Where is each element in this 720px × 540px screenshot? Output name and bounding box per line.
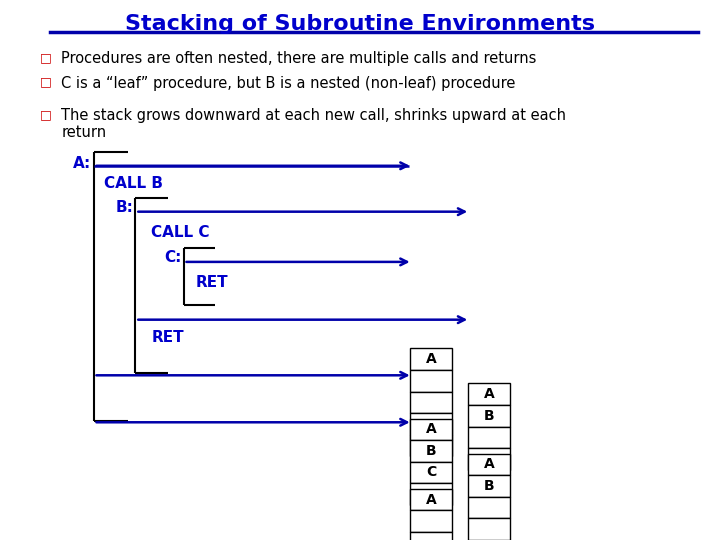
Text: A: A: [484, 457, 494, 471]
Text: B: B: [426, 444, 436, 458]
Text: B:: B:: [115, 200, 133, 215]
Text: C: C: [426, 465, 436, 480]
Bar: [468, 383, 510, 405]
Text: Procedures are often nested, there are multiple calls and returns: Procedures are often nested, there are m…: [61, 51, 536, 66]
Text: C:: C:: [164, 250, 181, 265]
Text: RET: RET: [196, 275, 228, 291]
Bar: [410, 532, 452, 540]
Text: A: A: [426, 492, 436, 507]
Bar: [468, 448, 510, 470]
Text: CALL B: CALL B: [104, 176, 163, 191]
Bar: [410, 418, 452, 440]
Text: A: A: [426, 352, 436, 366]
Text: C is a “leaf” procedure, but B is a nested (non-leaf) procedure: C is a “leaf” procedure, but B is a nest…: [61, 76, 516, 91]
Bar: [410, 462, 452, 483]
Bar: [410, 392, 452, 413]
Bar: [410, 489, 452, 510]
Text: A:: A:: [73, 156, 91, 171]
Bar: [410, 483, 452, 505]
Text: RET: RET: [151, 330, 184, 345]
Bar: [410, 510, 452, 532]
Bar: [410, 440, 452, 462]
Text: B: B: [484, 479, 494, 493]
Text: CALL C: CALL C: [151, 225, 210, 240]
Text: B: B: [484, 409, 494, 423]
Bar: [410, 370, 452, 392]
Text: A: A: [484, 387, 494, 401]
Bar: [468, 405, 510, 427]
Bar: [410, 348, 452, 370]
Text: □: □: [40, 76, 51, 89]
Text: Stacking of Subroutine Environments: Stacking of Subroutine Environments: [125, 14, 595, 33]
Bar: [468, 518, 510, 540]
Text: □: □: [40, 108, 51, 121]
Bar: [410, 435, 452, 456]
Text: A: A: [426, 422, 436, 436]
Text: □: □: [40, 51, 51, 64]
Text: The stack grows downward at each new call, shrinks upward at each
return: The stack grows downward at each new cal…: [61, 108, 566, 140]
Bar: [410, 413, 452, 435]
Bar: [468, 427, 510, 448]
Bar: [468, 497, 510, 518]
Bar: [468, 454, 510, 475]
Bar: [468, 475, 510, 497]
